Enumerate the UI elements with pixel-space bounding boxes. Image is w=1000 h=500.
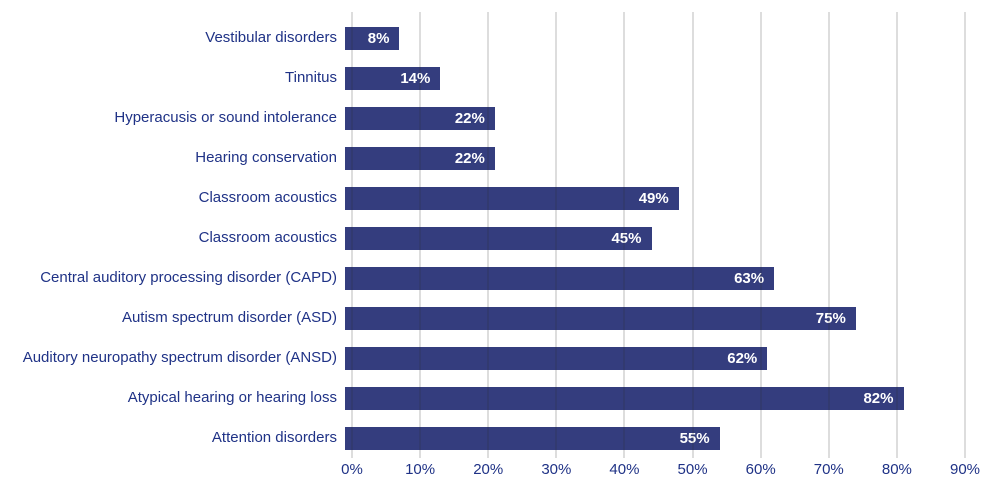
x-tick-label: 20%: [473, 461, 504, 478]
bar: 82%: [345, 386, 904, 410]
x-tick-label: 50%: [677, 461, 708, 478]
x-tick-label: 70%: [813, 461, 844, 478]
category-label: Classroom acoustics: [198, 229, 337, 246]
x-tick-label: 10%: [405, 461, 436, 478]
bar-value-label: 14%: [400, 69, 431, 87]
x-tick-label: 90%: [949, 461, 981, 478]
category-label: Attention disorders: [211, 429, 337, 446]
category-label: Classroom acoustics: [198, 189, 337, 206]
bar: 14%: [345, 66, 441, 90]
bar-zone: 22%: [345, 138, 958, 178]
bar-zone: 45%: [345, 218, 958, 258]
bar: 45%: [345, 226, 652, 250]
bar: 55%: [345, 426, 720, 450]
bar-value-label: 22%: [454, 149, 485, 167]
chart-row: Classroom acoustics 49%: [0, 178, 1000, 218]
chart-row: Vestibular disorders 8%: [0, 18, 1000, 58]
bar-value-label: 45%: [611, 229, 642, 247]
bar-value-label: 49%: [638, 189, 669, 207]
category-label: Hyperacusis or sound intolerance: [114, 109, 337, 126]
chart-row: Classroom acoustics 45%: [0, 218, 1000, 258]
bar: 22%: [345, 146, 495, 170]
bar: 75%: [345, 306, 856, 330]
bar: 49%: [345, 186, 679, 210]
category-label: Hearing conservation: [195, 149, 337, 166]
bar-value-label: 75%: [815, 309, 846, 327]
bar: 8%: [345, 26, 400, 50]
bar-value-label: 8%: [367, 29, 390, 47]
x-tick-label: 80%: [881, 461, 912, 478]
bar-zone: 55%: [345, 418, 958, 458]
x-axis: 0% 10% 20% 30% 40% 50% 60% 70% 80% 90%: [341, 461, 980, 483]
bar-zone: 82%: [345, 378, 958, 418]
category-label: Atypical hearing or hearing loss: [127, 389, 337, 406]
chart-row: Central auditory processing disorder (CA…: [0, 258, 1000, 298]
bar-value-label: 55%: [679, 429, 710, 447]
bar: 63%: [345, 266, 775, 290]
bar-value-label: 22%: [454, 109, 485, 127]
bar-zone: 63%: [345, 258, 958, 298]
bar-value-label: 82%: [863, 389, 894, 407]
bar-zone: 49%: [345, 178, 958, 218]
chart-row: Auditory neuropathy spectrum disorder (A…: [0, 338, 1000, 378]
x-tick-label: 60%: [745, 461, 776, 478]
category-label: Auditory neuropathy spectrum disorder (A…: [22, 349, 337, 366]
chart-rows: Vestibular disorders 8% Tinnitus 14% Hyperac…: [0, 18, 1000, 458]
chart-row: Hearing conservation 22%: [0, 138, 1000, 178]
bar-value-label: 62%: [727, 349, 758, 367]
bar-zone: 62%: [345, 338, 958, 378]
bar-value-label: 63%: [734, 269, 765, 287]
category-label: Autism spectrum disorder (ASD): [121, 309, 337, 326]
chart-row: Hyperacusis or sound intolerance 22%: [0, 98, 1000, 138]
bar: 22%: [345, 106, 495, 130]
bar-zone: 75%: [345, 298, 958, 338]
bar: 62%: [345, 346, 768, 370]
category-label: Vestibular disorders: [205, 29, 337, 46]
chart-row: Autism spectrum disorder (ASD) 75%: [0, 298, 1000, 338]
x-tick-label: 40%: [609, 461, 640, 478]
chart-row: Attention disorders 55%: [0, 418, 1000, 458]
x-tick-label: 0%: [341, 461, 363, 478]
category-label: Tinnitus: [285, 69, 337, 86]
bar-zone: 8%: [345, 18, 958, 58]
bar-zone: 22%: [345, 98, 958, 138]
chart-row: Tinnitus 14%: [0, 58, 1000, 98]
bar-zone: 14%: [345, 58, 958, 98]
category-label: Central auditory processing disorder (CA…: [40, 269, 337, 286]
x-tick-label: 30%: [541, 461, 572, 478]
chart-row: Atypical hearing or hearing loss 82%: [0, 378, 1000, 418]
